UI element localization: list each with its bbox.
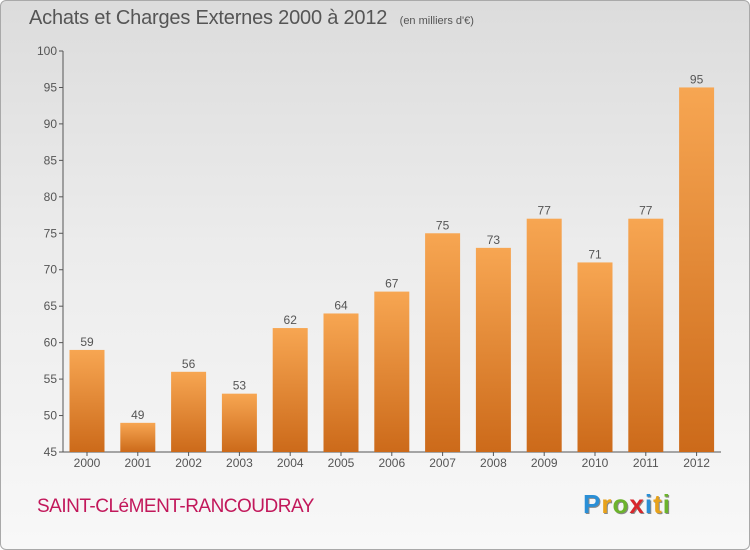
- data-label: 71: [588, 247, 602, 261]
- y-tick-label: 100: [37, 44, 57, 58]
- y-tick-label: 70: [44, 263, 58, 277]
- x-tick-label: 2008: [480, 456, 507, 470]
- x-tick-label: 2004: [277, 456, 304, 470]
- data-label: 49: [131, 408, 145, 422]
- y-tick-label: 45: [44, 445, 58, 459]
- logo-letter: o: [612, 489, 630, 519]
- bar-2007: [425, 233, 461, 452]
- logo-letter: i: [662, 489, 671, 519]
- x-tick-label: 2005: [328, 456, 355, 470]
- y-tick-label: 95: [44, 80, 58, 94]
- x-tick-label: 2010: [582, 456, 609, 470]
- y-tick-label: 50: [44, 409, 58, 423]
- chart-subtitle: (en milliers d'€): [399, 15, 474, 27]
- bar-2001: [120, 422, 156, 452]
- x-tick-label: 2006: [378, 456, 405, 470]
- y-tick-label: 65: [44, 299, 58, 313]
- x-tick-label: 2001: [124, 456, 151, 470]
- bar-2002: [171, 371, 207, 452]
- chart-title-block: Achats et Charges Externes 2000 à 2012 (…: [29, 7, 474, 30]
- x-tick-label: 2002: [175, 456, 202, 470]
- bar-2011: [628, 218, 664, 452]
- data-label: 53: [233, 379, 247, 393]
- data-label: 59: [80, 335, 94, 349]
- x-tick-label: 2009: [531, 456, 558, 470]
- data-label: 73: [487, 233, 501, 247]
- data-label: 56: [182, 357, 196, 371]
- y-tick-label: 80: [44, 190, 58, 204]
- x-tick-label: 2003: [226, 456, 253, 470]
- bars: [69, 87, 715, 453]
- data-label: 77: [538, 204, 552, 218]
- logo-letter: x: [629, 489, 645, 519]
- commune-name: SAINT-CLéMENT-RANCOUDRAY: [37, 496, 314, 517]
- bar-2006: [374, 291, 410, 452]
- bar-2010: [577, 262, 613, 452]
- bar-2008: [475, 247, 511, 452]
- data-label: 77: [639, 204, 653, 218]
- logo-letter: P: [583, 489, 602, 519]
- bar-2005: [323, 313, 359, 452]
- bar-2000: [69, 349, 105, 452]
- bar-2003: [221, 393, 257, 452]
- proxiti-logo[interactable]: Proxiti: [583, 489, 671, 520]
- logo-letter: t: [653, 489, 663, 519]
- bar-2009: [526, 218, 562, 452]
- y-tick-label: 60: [44, 336, 58, 350]
- data-label: 95: [690, 72, 704, 86]
- data-label: 62: [284, 313, 298, 327]
- y-tick-label: 85: [44, 153, 58, 167]
- data-label: 64: [334, 298, 348, 312]
- bar-2012: [679, 87, 715, 453]
- y-tick-label: 75: [44, 226, 58, 240]
- bar-2004: [272, 328, 308, 452]
- data-label: 75: [436, 218, 450, 232]
- y-tick-label: 55: [44, 372, 58, 386]
- data-label: 67: [385, 277, 399, 291]
- data-labels: 59 49 56 53 62 64 67 75 73 77 71 77 95: [80, 72, 703, 421]
- y-tick-label: 90: [44, 117, 58, 131]
- x-tick-label: 2011: [633, 456, 659, 470]
- x-tick-label: 2007: [429, 456, 456, 470]
- x-tick-label: 2000: [74, 456, 101, 470]
- x-tick-label: 2012: [683, 456, 710, 470]
- chart-title: Achats et Charges Externes 2000 à 2012: [29, 7, 388, 29]
- logo-letter: r: [601, 489, 613, 519]
- logo-letter: i: [644, 489, 654, 519]
